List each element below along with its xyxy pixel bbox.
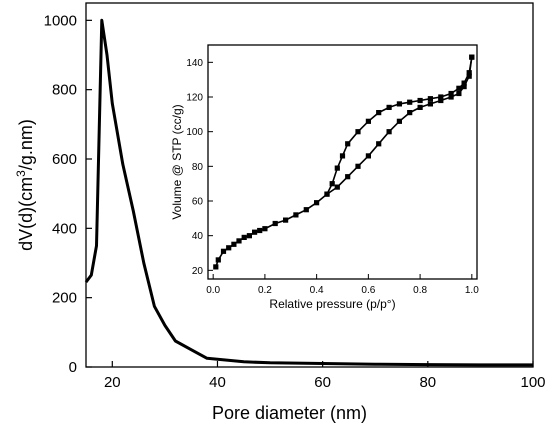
inset-data-point [376,110,382,116]
inset-data-point [427,96,433,102]
inset-data-point [466,73,472,79]
inset-data-point [365,118,371,124]
inset-data-point [231,241,237,247]
inset-plot-frame [207,44,478,280]
inset-data-point [226,245,232,251]
inset-x-tick-label: 0.2 [258,285,272,296]
inset-y-tick-label: 20 [192,266,204,277]
main-y-tick-label: 600 [52,151,77,168]
inset-data-point [303,207,309,213]
inset-data-point [407,110,413,116]
main-x-axis-label: Pore diameter (nm) [212,403,367,423]
inset-x-tick-label: 1.0 [465,285,479,296]
main-y-axis-label-part: /g.nm) [16,119,36,170]
inset-data-point [262,226,268,232]
main-y-tick-label: 400 [52,220,77,237]
main-y-tick-label: 1000 [44,12,77,29]
inset-data-point [438,97,444,104]
inset-data-point [376,141,382,147]
inset-data-point [241,234,247,240]
main-y-tick-label: 800 [52,82,77,99]
inset-y-tick-label: 140 [186,58,203,69]
inset-data-point [334,165,340,171]
main-y-tick-label: 200 [52,290,77,307]
inset-y-tick-label: 60 [192,197,204,208]
inset-data-point [407,99,413,105]
inset-data-point [324,191,330,197]
inset-data-point [252,229,258,235]
main-x-tick-label: 20 [104,374,121,391]
inset-data-point [461,84,467,90]
main-x-tick-label: 100 [520,374,545,391]
inset-data-point [283,217,289,223]
inset-data-point [396,118,402,124]
inset-y-tick-label: 40 [192,231,204,242]
inset-data-point [448,90,454,97]
inset-data-point [386,104,392,110]
main-x-tick-label: 60 [314,374,331,391]
inset-y-tick-label: 100 [186,127,203,138]
inset-x-axis-label: Relative pressure (p/p°) [269,297,395,311]
inset-data-point [257,227,263,234]
inset-x-tick-label: 0.8 [413,285,427,296]
inset-x-tick-label: 0.6 [361,285,375,296]
main-y-axis-label: dV(d)(cm3/g.nm) [14,119,36,251]
inset-data-point [448,94,454,100]
inset-data-point [438,94,444,100]
main-x-tick-label: 40 [209,374,226,391]
inset-y-tick-label: 120 [186,93,203,104]
inset-data-point [272,220,278,227]
inset-data-point [345,174,351,180]
inset-data-point [466,70,472,76]
inset-x-tick-label: 0.0 [206,285,220,296]
inset-data-point [386,129,392,135]
inset-data-point [236,238,242,244]
inset-data-point [456,85,462,91]
inset-data-point [215,257,221,263]
inset-y-axis-label: Volume @ STP (cc/g) [170,104,184,219]
inset-data-point [345,141,351,147]
inset-data-point [396,101,402,107]
main-y-tick-label: 0 [69,359,77,376]
inset-data-point [334,184,340,190]
inset-data-point [461,80,467,86]
inset-data-point [220,248,227,254]
inset-data-point [365,153,371,159]
main-x-tick-label: 80 [419,374,436,391]
inset-data-point [329,181,335,187]
inset-data-point [293,212,299,218]
main-y-axis-label-part: dV(d)(cm [16,177,36,251]
inset-data-point [417,97,423,104]
inset-data-point [246,233,252,239]
main-y-axis-label-sup: 3 [14,170,28,177]
inset-data-point [355,129,361,135]
inset-data-point [355,163,361,169]
inset-data-point [469,54,475,60]
inset-y-tick-label: 80 [192,162,204,173]
inset-data-point [427,101,433,107]
inset-data-point [456,90,462,97]
inset-x-tick-label: 0.4 [310,285,324,296]
main-plot-frame [85,2,534,368]
inset-data-point [314,200,320,206]
inset-data-point [339,153,346,159]
inset-chart: 0.0 0.2 0.4 0.6 0.8 1.0 20 40 60 80 100 120 140 Relat… [170,44,479,311]
inset-data-point [213,264,219,270]
main-series-line [84,18,533,367]
inset-data-point [417,104,423,110]
